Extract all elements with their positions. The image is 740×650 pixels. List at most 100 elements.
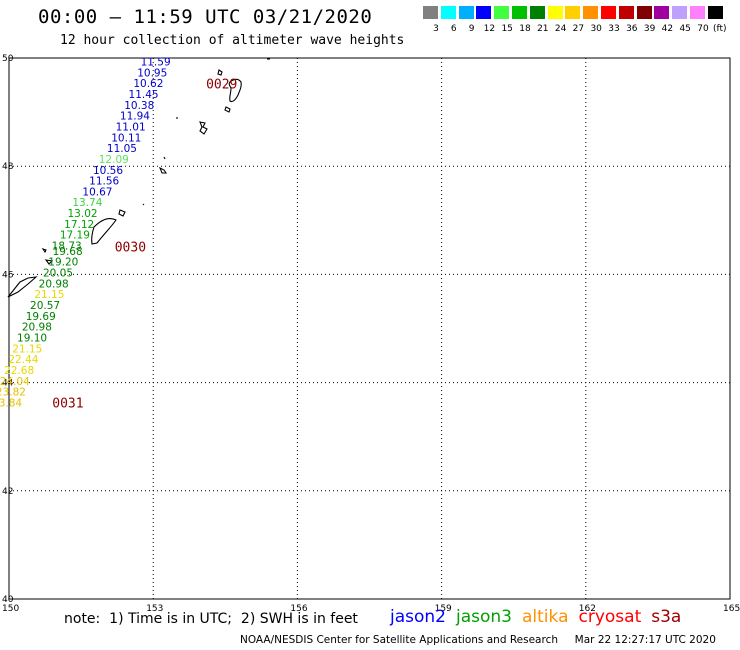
wave-height-value: 11.56 xyxy=(89,176,119,188)
latitude-label: 50 xyxy=(2,54,14,64)
legend-label: 45 xyxy=(679,24,691,34)
legend-swatch xyxy=(600,5,617,20)
wave-height-value: 13.74 xyxy=(72,197,102,209)
latitude-label: 46 xyxy=(2,270,14,280)
legend-label: 39 xyxy=(643,24,656,34)
wave-height-value: 11.01 xyxy=(116,121,146,133)
mission-name: jason3 xyxy=(456,607,512,627)
wave-height-value: 21.15 xyxy=(12,343,42,355)
legend-swatch xyxy=(689,5,706,20)
wave-height-value: 22.68 xyxy=(4,365,34,377)
kuril-island xyxy=(199,121,208,135)
wave-height-value: 21.15 xyxy=(34,289,64,301)
map-title: 00:00 – 11:59 UTC 03/21/2020 xyxy=(38,6,373,28)
wave-height-value: 10.56 xyxy=(93,165,123,177)
legend-swatch xyxy=(546,5,564,20)
legend-label: 24 xyxy=(554,24,567,34)
legend-label: 21 xyxy=(537,24,549,34)
latitude-label: 48 xyxy=(2,162,14,172)
wave-height-value: 11.45 xyxy=(129,89,159,101)
latitude-label: 40 xyxy=(2,595,14,605)
legend-label: 70 xyxy=(697,24,709,34)
mission-name: jason2 xyxy=(390,607,446,627)
mission-name: altika xyxy=(522,607,569,627)
wave-height-value: 11.59 xyxy=(141,57,171,69)
longitude-label: 159 xyxy=(435,604,452,614)
legend-swatch xyxy=(422,5,439,20)
legend-swatch xyxy=(635,5,653,20)
legend-unit: (ft) xyxy=(713,24,727,34)
pass-label: 0029 xyxy=(206,77,237,92)
kuril-island xyxy=(158,166,168,174)
legend-swatch xyxy=(564,5,582,20)
map-subtitle: 12 hour collection of altimeter wave hei… xyxy=(60,33,405,48)
coastline xyxy=(7,58,270,298)
wave-height-value: 13.02 xyxy=(68,208,98,220)
kuril-island xyxy=(44,259,54,265)
islet xyxy=(142,203,145,206)
legend-swatch xyxy=(439,5,457,20)
longitude-label: 162 xyxy=(579,604,596,614)
kuril-island xyxy=(41,247,47,254)
wave-height-value: 10.67 xyxy=(82,186,112,198)
latitude-label: 44 xyxy=(2,379,14,389)
wave-height-value: 18.73 xyxy=(52,241,82,253)
longitude-label: 156 xyxy=(290,604,307,614)
kuril-island xyxy=(118,209,126,217)
legend-label: 15 xyxy=(501,24,513,34)
wave-height-value: 10.95 xyxy=(137,67,167,79)
mission-name: cryosat xyxy=(578,607,642,627)
hokkaido-coast xyxy=(7,276,38,298)
wave-height-value: 17.12 xyxy=(64,219,94,231)
legend-label: 27 xyxy=(572,24,585,34)
legend-swatch xyxy=(511,5,528,20)
kuril-island xyxy=(224,106,231,113)
wave-height-value: 24.04 xyxy=(0,376,30,388)
legend-swatch xyxy=(671,5,689,20)
mission-name: s3a xyxy=(651,607,682,627)
pass-label: 0030 xyxy=(115,241,146,256)
wave-height-value: 20.98 xyxy=(39,278,69,290)
wave-height-value: 23.82 xyxy=(0,387,26,399)
longitude-label: 165 xyxy=(723,604,740,614)
wave-height-value: 19.68 xyxy=(53,246,83,258)
wave-height-value: 10.11 xyxy=(111,132,141,144)
wave-height-value: 10.62 xyxy=(133,78,163,90)
wave-height-value: 19.69 xyxy=(26,311,56,323)
wave-height-value: 20.05 xyxy=(43,268,73,280)
wave-height-value: 20.57 xyxy=(30,300,60,312)
wave-height-value: 20.98 xyxy=(22,322,52,334)
mission-legend: jason2 jason3 altika cryosat s3a xyxy=(390,607,691,627)
legend-label: 33 xyxy=(608,24,620,34)
legend-swatch xyxy=(582,5,600,20)
credit-line: NOAA/NESDIS Center for Satellite Applica… xyxy=(240,634,716,646)
legend-swatch xyxy=(653,5,671,20)
wave-height-value: 19.20 xyxy=(48,257,78,269)
wave-height-value: 23.84 xyxy=(0,397,22,409)
legend-label: 18 xyxy=(519,24,531,34)
wave-height-value: 10.38 xyxy=(124,100,154,112)
wave-height-value: 11.94 xyxy=(120,111,150,123)
legend-swatch xyxy=(617,5,635,20)
wave-height-value: 11.05 xyxy=(107,143,137,155)
legend-label: 12 xyxy=(483,24,496,34)
longitude-label: 150 xyxy=(2,604,19,614)
legend-label: 30 xyxy=(590,24,602,34)
sakhalin-coast xyxy=(228,78,242,103)
wave-height-value: 22.44 xyxy=(8,354,38,366)
kuril-island xyxy=(217,69,223,76)
islet xyxy=(163,156,166,160)
legend-label: 36 xyxy=(626,24,638,34)
legend-swatch xyxy=(457,5,475,20)
legend-label: 3 xyxy=(433,24,439,34)
wave-height-value: 19.10 xyxy=(17,332,47,344)
legend-swatch xyxy=(475,5,493,20)
legend-swatch xyxy=(528,5,546,20)
legend-swatch xyxy=(493,5,511,20)
latitude-label: 42 xyxy=(2,487,13,497)
legend-swatch xyxy=(706,5,724,20)
legend-label: 9 xyxy=(468,24,475,34)
map-frame xyxy=(8,57,731,600)
